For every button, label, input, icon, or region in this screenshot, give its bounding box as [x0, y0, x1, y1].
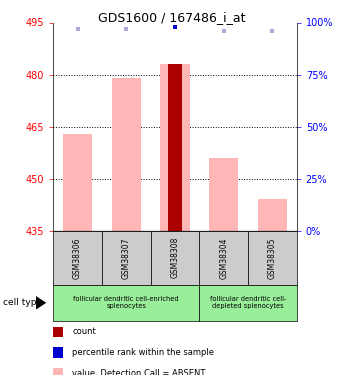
- Bar: [111, 78, 141, 231]
- Text: GSM38305: GSM38305: [268, 237, 277, 279]
- Text: GSM38307: GSM38307: [122, 237, 131, 279]
- Text: follicular dendritic cell-
depleted splenocytes: follicular dendritic cell- depleted sple…: [210, 296, 286, 309]
- Bar: [209, 158, 238, 231]
- Bar: [160, 64, 190, 231]
- Text: value, Detection Call = ABSENT: value, Detection Call = ABSENT: [72, 369, 205, 375]
- Text: GSM38306: GSM38306: [73, 237, 82, 279]
- Bar: [258, 200, 287, 231]
- Text: follicular dendritic cell-enriched
splenocytes: follicular dendritic cell-enriched splen…: [73, 296, 179, 309]
- Bar: [63, 134, 92, 231]
- Text: GDS1600 / 167486_i_at: GDS1600 / 167486_i_at: [98, 11, 245, 24]
- Bar: [168, 64, 182, 231]
- Polygon shape: [36, 296, 46, 310]
- Text: GSM38304: GSM38304: [219, 237, 228, 279]
- Text: count: count: [72, 327, 96, 336]
- Text: cell type: cell type: [3, 298, 43, 307]
- Text: percentile rank within the sample: percentile rank within the sample: [72, 348, 214, 357]
- Text: GSM38308: GSM38308: [170, 237, 179, 279]
